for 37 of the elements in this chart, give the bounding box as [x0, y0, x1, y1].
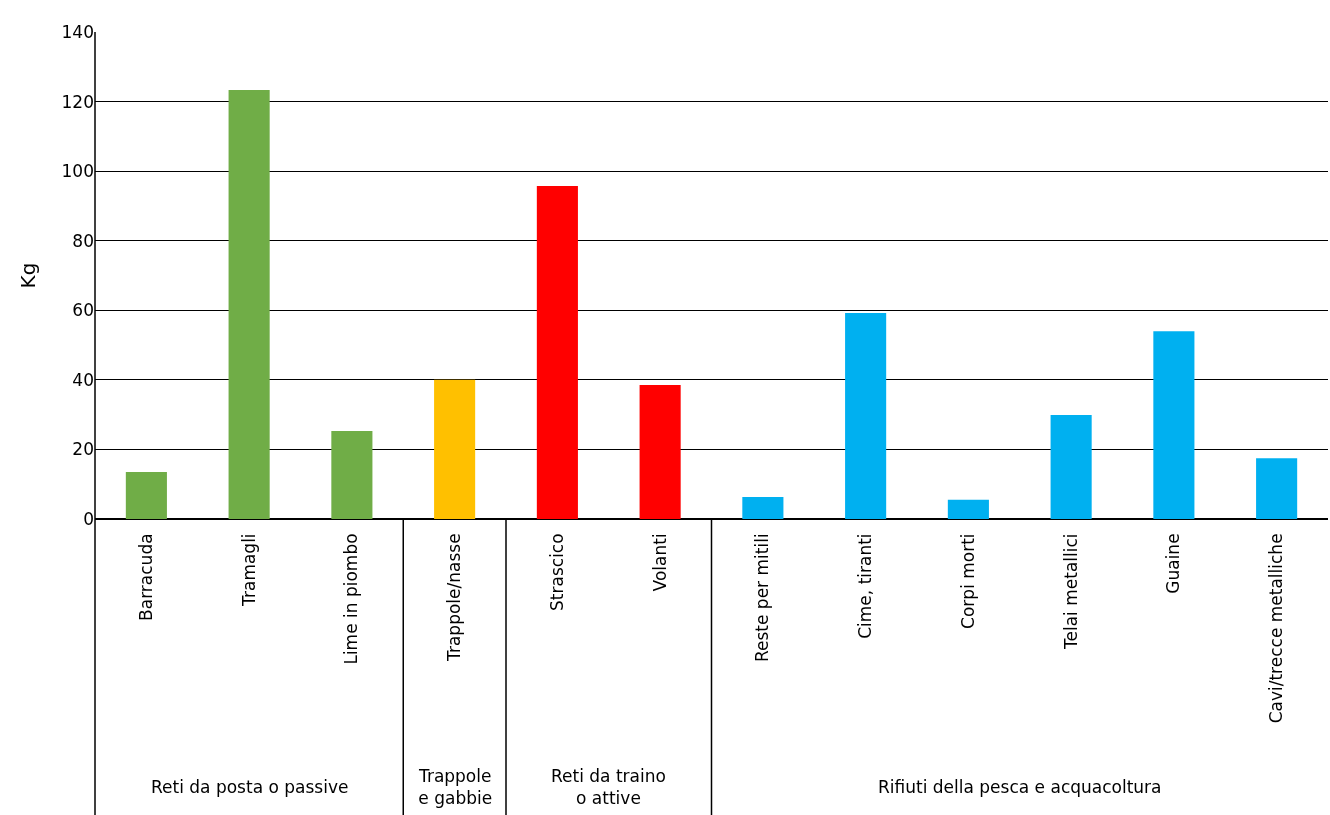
- bar: [1153, 331, 1195, 519]
- y-tick-label: 60: [72, 300, 94, 321]
- bar: [947, 499, 989, 519]
- x-tick-label: Lime in piombo: [341, 533, 362, 665]
- x-tick-label: Telai metallici: [1060, 533, 1081, 650]
- bar: [125, 472, 167, 519]
- bar: [331, 430, 373, 519]
- y-tick-label: 120: [61, 91, 94, 112]
- y-tick-label: 80: [72, 230, 94, 251]
- y-tick-label: 140: [61, 21, 94, 42]
- bar: [434, 379, 476, 519]
- bar: [536, 186, 578, 519]
- bar: [742, 497, 784, 519]
- x-tick-label: Barracuda: [135, 533, 156, 621]
- bar: [639, 385, 681, 519]
- y-axis-title: Kg: [16, 262, 41, 289]
- text: Trappole e gabbie: [418, 766, 493, 809]
- y-tick-label: 100: [61, 161, 94, 182]
- x-tick-label: Cavi/trecce metalliche: [1266, 533, 1287, 724]
- x-tick-label: Strascico: [546, 533, 567, 611]
- text: Reti da posta o passive: [151, 777, 349, 797]
- bar: [1050, 414, 1092, 519]
- bar: [228, 90, 270, 519]
- x-tick-label: Reste per mitili: [752, 533, 773, 663]
- text: Reti da traino o attive: [551, 766, 666, 809]
- x-tick-label: Corpi morti: [957, 533, 978, 629]
- x-tick-label: Volanti: [649, 533, 670, 592]
- bar: [1256, 458, 1298, 519]
- bar: [845, 313, 887, 519]
- x-tick-label: Cime, tiranti: [855, 533, 876, 639]
- x-tick-label: Guaine: [1163, 533, 1184, 594]
- y-tick-label: 40: [72, 369, 94, 390]
- y-tick-label: 20: [72, 439, 94, 460]
- text: Rifiuti della pesca e acquacoltura: [878, 777, 1162, 797]
- y-tick-label: 0: [83, 508, 94, 529]
- x-tick-label: Tramagli: [238, 533, 259, 607]
- x-tick-label: Trappole/nasse: [444, 533, 465, 662]
